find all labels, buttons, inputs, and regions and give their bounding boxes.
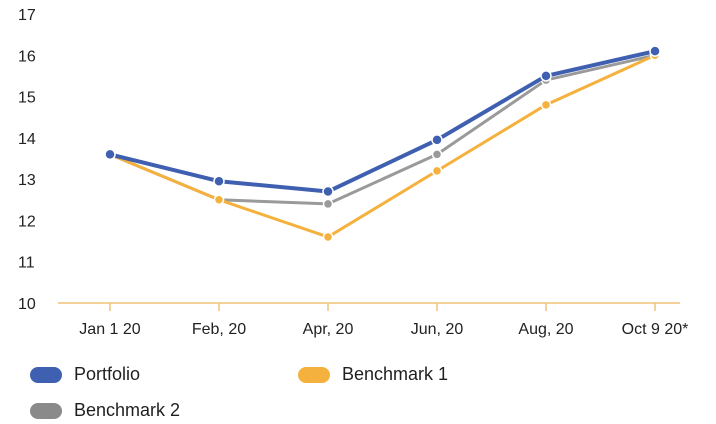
data-point-benchmark-1 [540,99,552,111]
y-tick-label: 11 [18,255,35,272]
data-point-portfolio [431,134,443,146]
data-point-benchmark-1 [431,165,443,177]
line-chart: 10 11 12 13 14 15 16 17 Jan 1 20 Feb, 20 Apr, 20 Ju… [18,7,689,338]
legend-label-benchmark-1: Benchmark 1 [342,364,449,384]
data-point-portfolio [649,45,661,57]
legend-item-benchmark-1: Benchmark 1 [298,364,448,385]
series-line-benchmark-1 [108,53,657,239]
data-point-benchmark-2 [322,198,334,210]
legend-item-benchmark-2: Benchmark 2 [30,400,180,421]
y-tick-label: 16 [18,48,36,65]
y-tick-label: 13 [18,172,36,189]
data-point-portfolio [540,70,552,82]
y-tick-label: 14 [18,131,36,148]
y-tick-label: 15 [18,90,36,107]
benchmark-2-swatch [30,402,62,419]
series-line-portfolio [108,49,657,194]
data-point-benchmark-2 [431,149,443,160]
benchmark-1-swatch [298,366,330,383]
y-tick-label: 10 [18,296,36,313]
data-point-benchmark-1 [213,194,225,206]
legend-item-portfolio: Portfolio [30,364,140,385]
data-point-benchmark-1 [322,231,334,243]
legend-label-benchmark-2: Benchmark 2 [74,400,181,420]
x-tick-label: Feb, 20 [192,321,246,338]
x-tick-label: Jan 1 20 [79,321,140,338]
data-point-portfolio [213,175,225,187]
x-tick-label: Jun, 20 [411,321,464,338]
data-point-portfolio [322,185,334,198]
y-tick-label: 17 [18,7,36,24]
y-tick-label: 12 [18,213,36,230]
portfolio-swatch [30,366,62,383]
data-point-portfolio [104,148,116,161]
series-line-benchmark-2 [108,53,657,206]
x-tick-label: Aug, 20 [518,321,573,338]
legend-label-portfolio: Portfolio [74,364,141,384]
x-tick-label: Oct 9 20* [622,321,689,338]
x-tick-label: Apr, 20 [303,321,354,338]
